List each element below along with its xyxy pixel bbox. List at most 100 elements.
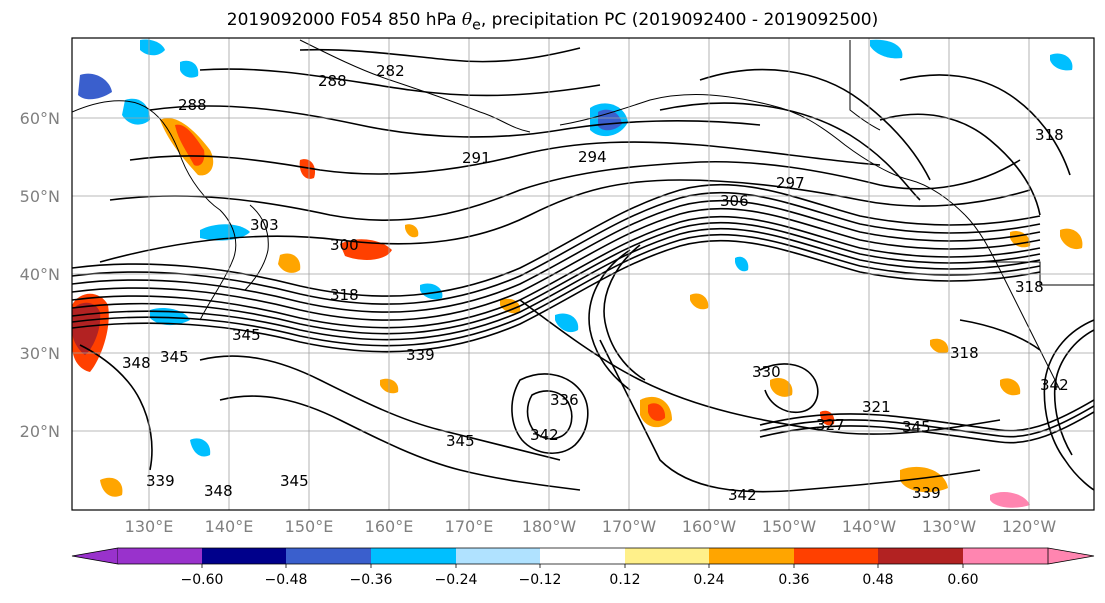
contour-line xyxy=(1053,329,1094,456)
plot-frame xyxy=(71,37,1095,511)
contour-label: 336 xyxy=(550,391,579,409)
colorbar-tick-label: −0.12 xyxy=(519,572,562,588)
precip-patch-negative xyxy=(140,39,165,56)
contour-line xyxy=(72,227,1041,341)
contour-label: 318 xyxy=(330,286,359,304)
coastline-north-america xyxy=(964,214,1061,391)
precip-patch-negative xyxy=(735,256,749,272)
precip-patch-positive xyxy=(990,491,1030,508)
lon-label: 150°E xyxy=(285,517,334,536)
coastline-alaska xyxy=(559,94,966,216)
precip-patch-positive xyxy=(278,253,301,273)
lon-label: 130°E xyxy=(125,517,174,536)
colorbar-tick-label: −0.36 xyxy=(350,572,393,588)
precip-patch-negative xyxy=(1050,53,1073,71)
lon-label: 180°W xyxy=(522,517,577,536)
contour-label: 306 xyxy=(720,192,749,210)
contour-label: 339 xyxy=(912,484,941,502)
precip-patch-positive xyxy=(405,224,419,238)
colorbar-tick-label: −0.24 xyxy=(435,572,478,588)
contour-line xyxy=(72,233,1041,347)
precip-shading xyxy=(72,39,1083,508)
contour-label: 345 xyxy=(280,472,309,490)
colorbar-tick-label: −0.60 xyxy=(181,572,224,588)
colorbar-segment xyxy=(118,548,202,564)
lat-label: 60°N xyxy=(20,109,60,128)
lon-label: 170°W xyxy=(602,517,657,536)
precip-patch-negative xyxy=(190,438,211,457)
precip-patch-positive xyxy=(340,239,392,260)
contour-line xyxy=(511,373,589,455)
contour-line xyxy=(129,141,881,175)
contour-label: 342 xyxy=(728,486,757,504)
contour-line xyxy=(759,411,1094,444)
contour-label: 297 xyxy=(776,174,805,192)
contour-label: 345 xyxy=(160,348,189,366)
colorbar-tick-label: 0.48 xyxy=(862,572,893,588)
precip-patch-positive xyxy=(648,403,666,421)
lon-label: 120°W xyxy=(1002,517,1057,536)
contour-label: 345 xyxy=(902,418,931,436)
colorbar-extend-low xyxy=(71,547,119,565)
precip-patch-positive xyxy=(770,377,793,397)
contour-line xyxy=(759,399,1094,432)
lon-label: 140°W xyxy=(842,517,897,536)
precip-patch-positive xyxy=(299,159,316,179)
theta-e-contours xyxy=(72,47,1094,493)
contour-label: 348 xyxy=(122,354,151,372)
graticule xyxy=(72,38,1094,510)
contour-line xyxy=(72,215,1041,329)
precip-patch-positive xyxy=(1000,378,1021,396)
precip-patch-negative xyxy=(180,60,199,78)
contour-line xyxy=(72,183,1041,297)
precip-patch-negative xyxy=(870,39,903,59)
contour-label: 288 xyxy=(318,72,347,90)
precip-patch-negative xyxy=(78,73,112,100)
precip-patch-positive xyxy=(690,293,709,310)
contour-line xyxy=(72,191,1041,305)
contour-label: 318 xyxy=(1035,126,1064,144)
colorbar-segment xyxy=(709,548,794,564)
precip-patch-positive xyxy=(100,477,123,497)
contour-line xyxy=(72,239,1041,353)
contour-line xyxy=(599,339,981,493)
longitude-labels: 130°E 140°E 150°E 160°E 170°E 180°W 170°… xyxy=(125,517,1057,536)
contour-label: 342 xyxy=(1040,376,1069,394)
latitude-labels: 60°N 50°N 40°N 30°N 20°N xyxy=(20,109,60,441)
lon-label: 130°W xyxy=(922,517,977,536)
colorbar-segment xyxy=(625,548,709,564)
contour-label: 330 xyxy=(752,363,781,381)
contour-label: 318 xyxy=(1015,278,1044,296)
contour-labels: 288 282 288 291 294 297 306 303 300 318 … xyxy=(122,62,1069,504)
contour-line xyxy=(199,355,561,461)
contour-label: 288 xyxy=(178,96,207,114)
map-title: 2019092000 F054 850 hPa θe, precipitatio… xyxy=(226,10,879,34)
contour-line xyxy=(603,244,646,381)
contour-label: 339 xyxy=(406,346,435,364)
lon-label: 140°E xyxy=(205,517,254,536)
colorbar-tick-label: 0.36 xyxy=(778,572,809,588)
contour-line xyxy=(149,105,761,138)
colorbar: −0.60 −0.48 −0.36 −0.24 −0.12 0.12 0.24 … xyxy=(71,547,1095,588)
theta-symbol: θ xyxy=(461,10,473,30)
lat-label: 20°N xyxy=(20,422,60,441)
contour-label: 291 xyxy=(462,149,491,167)
lon-label: 170°E xyxy=(445,517,494,536)
precip-patch-negative xyxy=(555,313,579,333)
contour-line xyxy=(299,47,581,63)
contour-line xyxy=(72,199,1041,313)
colorbar-segment xyxy=(540,548,625,564)
precip-patch-negative xyxy=(420,283,443,300)
contour-label: 327 xyxy=(816,416,845,434)
border-alaska-canada xyxy=(849,40,881,131)
colorbar-segment xyxy=(202,548,286,564)
contour-line xyxy=(659,102,921,201)
contour-line xyxy=(699,68,931,181)
colorbar-segment xyxy=(963,548,1048,564)
colorbar-segment xyxy=(794,548,878,564)
colorbar-tick-label: 0.12 xyxy=(609,572,640,588)
lon-label: 160°E xyxy=(365,517,414,536)
contour-label: 342 xyxy=(530,426,559,444)
contour-line xyxy=(588,249,631,391)
contour-line xyxy=(899,74,1071,176)
